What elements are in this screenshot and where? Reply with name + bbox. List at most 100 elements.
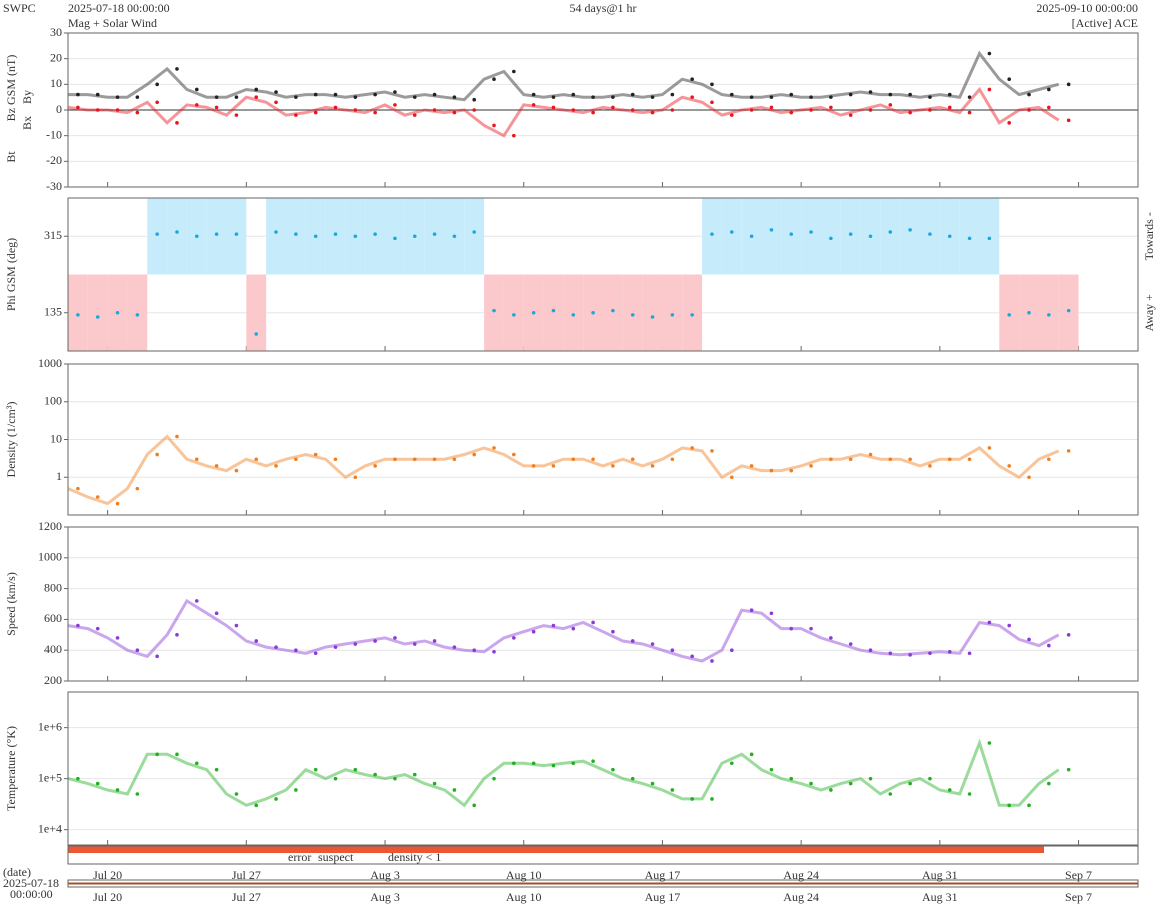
data-point [472, 97, 477, 102]
data-point [967, 110, 972, 115]
data-point [194, 103, 199, 107]
data-point [175, 230, 179, 234]
data-point [115, 501, 120, 506]
data-point [472, 803, 477, 808]
data-point [729, 761, 734, 766]
data-point [234, 792, 239, 796]
series-line [67, 86, 1060, 138]
panel-frame [67, 363, 1139, 516]
data-point [987, 741, 992, 745]
data-point [848, 781, 853, 786]
sector-band [127, 274, 148, 351]
data-point [729, 475, 734, 480]
sector-band [880, 198, 901, 275]
data-point [412, 95, 417, 99]
data-point [512, 133, 516, 138]
sector-band [424, 198, 445, 275]
data-point [95, 495, 100, 499]
x-tick-label-lower: Aug 24 [783, 890, 819, 904]
y-axis-label: Density (1/cm³) [4, 402, 18, 478]
x-tick-label-lower: Aug 17 [645, 890, 681, 904]
sector-band [325, 198, 346, 275]
data-point [690, 654, 694, 659]
data-point [135, 486, 140, 491]
data-point [294, 788, 298, 792]
y-axis-label: Bz GSM (nT) [4, 55, 18, 122]
data-point [393, 636, 397, 640]
data-point [412, 113, 417, 117]
data-point [294, 113, 298, 117]
data-point [868, 90, 873, 94]
x-tick-label-lower: Jul 27 [232, 890, 261, 904]
data-point [888, 457, 893, 462]
data-point [670, 313, 675, 317]
data-point [115, 108, 120, 112]
sector-band [563, 274, 584, 351]
data-point [749, 95, 754, 99]
data-point [452, 788, 457, 792]
sector-band [246, 274, 267, 351]
data-point [1047, 105, 1051, 110]
data-point [729, 92, 734, 97]
data-point [1047, 87, 1051, 92]
data-point [1066, 449, 1071, 453]
data-point [175, 752, 179, 757]
end-time: 2025-09-10 00:00:00 [1036, 1, 1138, 15]
data-point [967, 457, 972, 462]
data-point [611, 105, 615, 110]
data-point [749, 108, 754, 112]
data-point [769, 105, 774, 110]
y-tick-label: 200 [44, 673, 62, 687]
data-point [313, 767, 318, 772]
data-point [888, 103, 893, 107]
data-point [789, 776, 794, 781]
data-point [789, 110, 794, 115]
data-point [710, 659, 714, 663]
x-tick-label: Aug 10 [506, 868, 542, 882]
data-point [809, 626, 813, 631]
data-point [254, 95, 259, 99]
data-point [650, 110, 655, 115]
start-date: 2025-07-18 [3, 876, 59, 890]
x-tick-label: Aug 31 [922, 868, 958, 882]
data-point [472, 108, 477, 112]
data-point [194, 87, 199, 92]
data-point [531, 310, 536, 315]
data-point [868, 234, 873, 239]
sector-band [1038, 274, 1059, 351]
data-point [1027, 108, 1031, 112]
data-point [848, 92, 853, 97]
panel-frame [67, 32, 1139, 188]
data-point [333, 457, 338, 462]
data-point [670, 648, 675, 652]
sector-band [1058, 274, 1079, 351]
data-point [95, 626, 100, 631]
data-point [908, 110, 912, 115]
data-point [1007, 77, 1012, 81]
y-tick-label: 100 [44, 394, 62, 408]
data-point [234, 232, 239, 236]
sector-towards: Towards - [1142, 212, 1156, 260]
data-point [472, 648, 477, 652]
data-point [115, 636, 120, 640]
data-point [650, 315, 655, 319]
data-point [1027, 310, 1031, 315]
data-point [531, 103, 536, 107]
x-tick-label: Aug 24 [783, 868, 819, 882]
data-point [928, 651, 932, 656]
sector-band [147, 198, 168, 275]
data-point [809, 230, 813, 234]
data-point [928, 108, 932, 112]
sector-band [781, 198, 802, 275]
data-point [234, 113, 239, 117]
flag-error: error [288, 850, 311, 864]
data-point [987, 236, 992, 241]
data-point [551, 308, 556, 313]
data-point [551, 763, 556, 768]
data-point [947, 788, 952, 792]
data-point [1027, 92, 1031, 97]
data-point [690, 797, 694, 801]
data-point [670, 92, 675, 97]
flag-frame [67, 845, 1139, 865]
